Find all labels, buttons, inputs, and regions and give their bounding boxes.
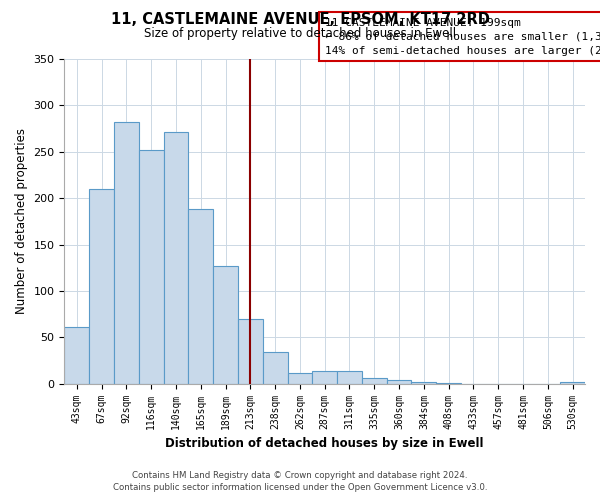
Text: Contains HM Land Registry data © Crown copyright and database right 2024.
Contai: Contains HM Land Registry data © Crown c… — [113, 471, 487, 492]
Text: 11, CASTLEMAINE AVENUE, EPSOM, KT17 2RD: 11, CASTLEMAINE AVENUE, EPSOM, KT17 2RD — [110, 12, 490, 28]
Bar — [313, 370, 337, 384]
Bar — [188, 210, 213, 384]
Bar — [114, 122, 139, 384]
Bar — [139, 150, 164, 384]
Text: 11 CASTLEMAINE AVENUE: 199sqm
← 86% of detached houses are smaller (1,319)
14% o: 11 CASTLEMAINE AVENUE: 199sqm ← 86% of d… — [325, 18, 600, 56]
Bar — [362, 378, 386, 384]
Bar — [213, 266, 238, 384]
Bar — [560, 382, 585, 384]
Bar — [412, 382, 436, 384]
Bar — [436, 383, 461, 384]
Bar — [263, 352, 287, 384]
Bar — [386, 380, 412, 384]
Y-axis label: Number of detached properties: Number of detached properties — [15, 128, 28, 314]
Bar — [337, 370, 362, 384]
X-axis label: Distribution of detached houses by size in Ewell: Distribution of detached houses by size … — [166, 437, 484, 450]
Bar — [89, 189, 114, 384]
Bar — [287, 374, 313, 384]
Text: Size of property relative to detached houses in Ewell: Size of property relative to detached ho… — [144, 28, 456, 40]
Bar — [64, 327, 89, 384]
Bar — [164, 132, 188, 384]
Bar — [238, 319, 263, 384]
